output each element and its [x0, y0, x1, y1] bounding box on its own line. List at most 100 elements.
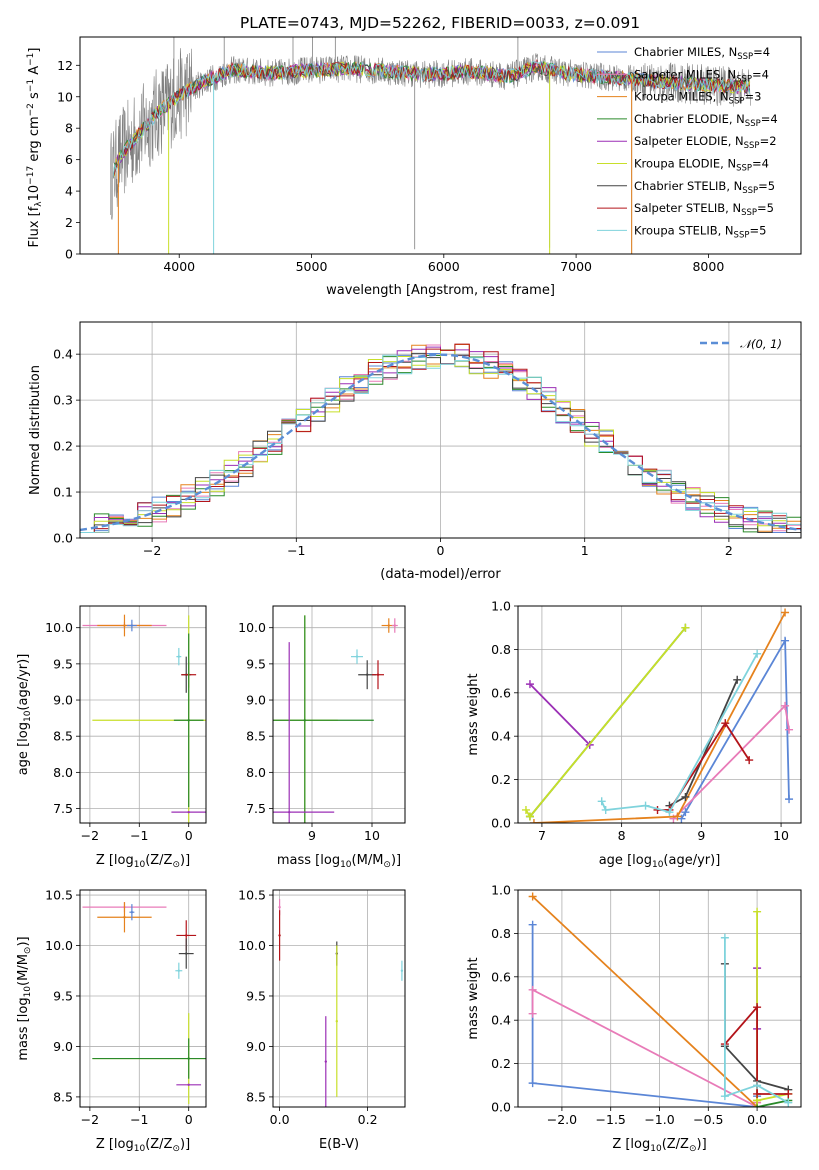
legend-tail: =5: [749, 223, 766, 237]
x-axis-label-part: 10: [134, 1144, 146, 1154]
y-tick-label: 9.0: [53, 693, 73, 708]
plot-area: [528, 892, 793, 1107]
legend-text: Kroupa ELODIE, N: [634, 157, 736, 171]
x-axis-label: age [log10(age/yr)]: [599, 853, 721, 870]
x-axis-label-part: )]: [180, 1137, 190, 1152]
data-point: [376, 673, 380, 676]
y-tick-label: 0.8: [491, 926, 511, 941]
data-point: [355, 655, 359, 658]
legend-label: Salpeter STELIB, NSSP=5: [634, 201, 774, 218]
data-point: [177, 655, 181, 658]
series-marker: [528, 920, 537, 929]
series-marker: [597, 797, 606, 806]
y-axis-label: mass weight: [466, 673, 481, 755]
legend-text: Chabrier STELIB, N: [634, 179, 742, 193]
y-tick-label: 0.0: [491, 1100, 511, 1115]
y-tick-label: 0.4: [53, 347, 73, 362]
legend-tail: =5: [757, 201, 774, 215]
x-tick-label: 9: [308, 828, 316, 843]
x-tick-label: 0.2: [358, 1112, 378, 1127]
data-point: [393, 624, 396, 627]
x-axis-label-part: mass [log: [277, 853, 340, 868]
x-axis-label: wavelength [Angstrom, rest frame]: [326, 283, 555, 298]
y-tick-label: 9.5: [246, 656, 266, 671]
data-point: [123, 624, 126, 627]
x-axis-label-part: Z [log: [96, 1137, 134, 1152]
y-tick-label: 1.0: [491, 599, 511, 614]
data-point: [187, 1083, 190, 1086]
y-axis-label-part: s: [27, 92, 42, 103]
legend-sub: SSP: [744, 141, 760, 151]
y-tick-label: 10.0: [45, 620, 73, 635]
series-marker: [673, 812, 682, 821]
x-axis-label-part: (Z/Z: [662, 1137, 689, 1152]
series-marker: [753, 1089, 762, 1098]
model-spectrum-line: [112, 61, 751, 179]
series-marker: [528, 892, 537, 901]
y-tick-label: 8.0: [246, 765, 266, 780]
series-marker: [720, 1092, 729, 1101]
x-axis-label: Z [log10(Z/Z⊙)]: [96, 1137, 190, 1154]
x-tick-label: 5000: [296, 259, 328, 274]
legend-label: Kroupa MILES, NSSP=3: [634, 90, 761, 107]
x-tick-label: 10: [773, 828, 789, 843]
x-tick-label: 7000: [560, 259, 592, 274]
x-axis-label-part: 10: [650, 1144, 662, 1154]
x-axis-label-part: age [log: [599, 853, 652, 868]
legend-tail: =4: [752, 157, 769, 171]
y-tick-label: 9.5: [53, 656, 73, 671]
y-tick-label: 9.5: [53, 988, 73, 1003]
x-tick-label: −1: [130, 1112, 148, 1127]
series-marker: [784, 1098, 793, 1107]
legend-tail: =4: [753, 45, 770, 59]
series-marker: [525, 812, 534, 821]
series-marker: [733, 675, 742, 684]
series-line: [529, 683, 591, 746]
legend-label: Salpeter ELODIE, NSSP=2: [634, 134, 777, 151]
x-tick-label: −2: [81, 828, 99, 843]
series-marker: [784, 1089, 793, 1098]
axes-frame: [79, 36, 802, 255]
x-axis-label-part: 10: [134, 860, 146, 870]
y-axis-label-part: (age/yr)]: [16, 654, 31, 711]
data-point: [123, 916, 126, 919]
series-marker: [528, 985, 537, 994]
legend-label: Chabrier STELIB, NSSP=5: [634, 179, 775, 196]
y-tick-label: 9.0: [53, 1039, 73, 1054]
legend-label: Kroupa STELIB, NSSP=5: [634, 223, 766, 240]
y-tick-label: 7.5: [246, 801, 266, 816]
series-marker: [781, 701, 790, 710]
x-tick-label: 0: [185, 828, 193, 843]
data-point: [185, 934, 188, 937]
model-spectrum-line: [112, 61, 751, 179]
axes-frame: [272, 889, 406, 1108]
histogram-step: [80, 352, 801, 533]
y-tick-label: 9.5: [246, 988, 266, 1003]
y-tick-label: 6: [65, 152, 73, 167]
x-tick-label: 0: [437, 543, 445, 558]
data-point: [130, 624, 134, 627]
y-axis-label-part: mass [log: [16, 997, 31, 1060]
y-axis-label: Normed distribution: [28, 365, 43, 495]
observed-spectrum-line: [110, 48, 751, 220]
y-axis-label-part: erg cm: [27, 116, 42, 165]
legend-tail: =3: [744, 90, 761, 104]
y-axis-label-part: )]: [16, 936, 31, 946]
axes-frame: [517, 605, 802, 824]
x-axis-label-part: 10: [652, 860, 664, 870]
plot-area: [521, 608, 794, 823]
y-axis-label-part: λ: [34, 201, 44, 207]
y-tick-label: 0.8: [491, 642, 511, 657]
series-marker: [665, 808, 674, 817]
series-line: [724, 937, 789, 1104]
series-marker: [753, 1081, 762, 1090]
x-axis-label-part: (Z/Z: [145, 853, 172, 868]
x-axis-label: E(B-V): [319, 1137, 359, 1152]
y-axis-label: Flux [fλ10−17 erg cm−2 s−1 A−1]: [26, 48, 44, 248]
y-tick-label: 0.2: [491, 1056, 511, 1071]
panel-7: −2.0 −1.5 −1.0 −0.5 0.0 0.0 0.2 0.4 0.6 0.8 1.0 Z […: [466, 883, 802, 1154]
histogram-step: [80, 343, 801, 533]
legend-label: Chabrier ELODIE, NSSP=4: [634, 112, 778, 129]
x-axis-label-part: Z [log: [96, 853, 134, 868]
